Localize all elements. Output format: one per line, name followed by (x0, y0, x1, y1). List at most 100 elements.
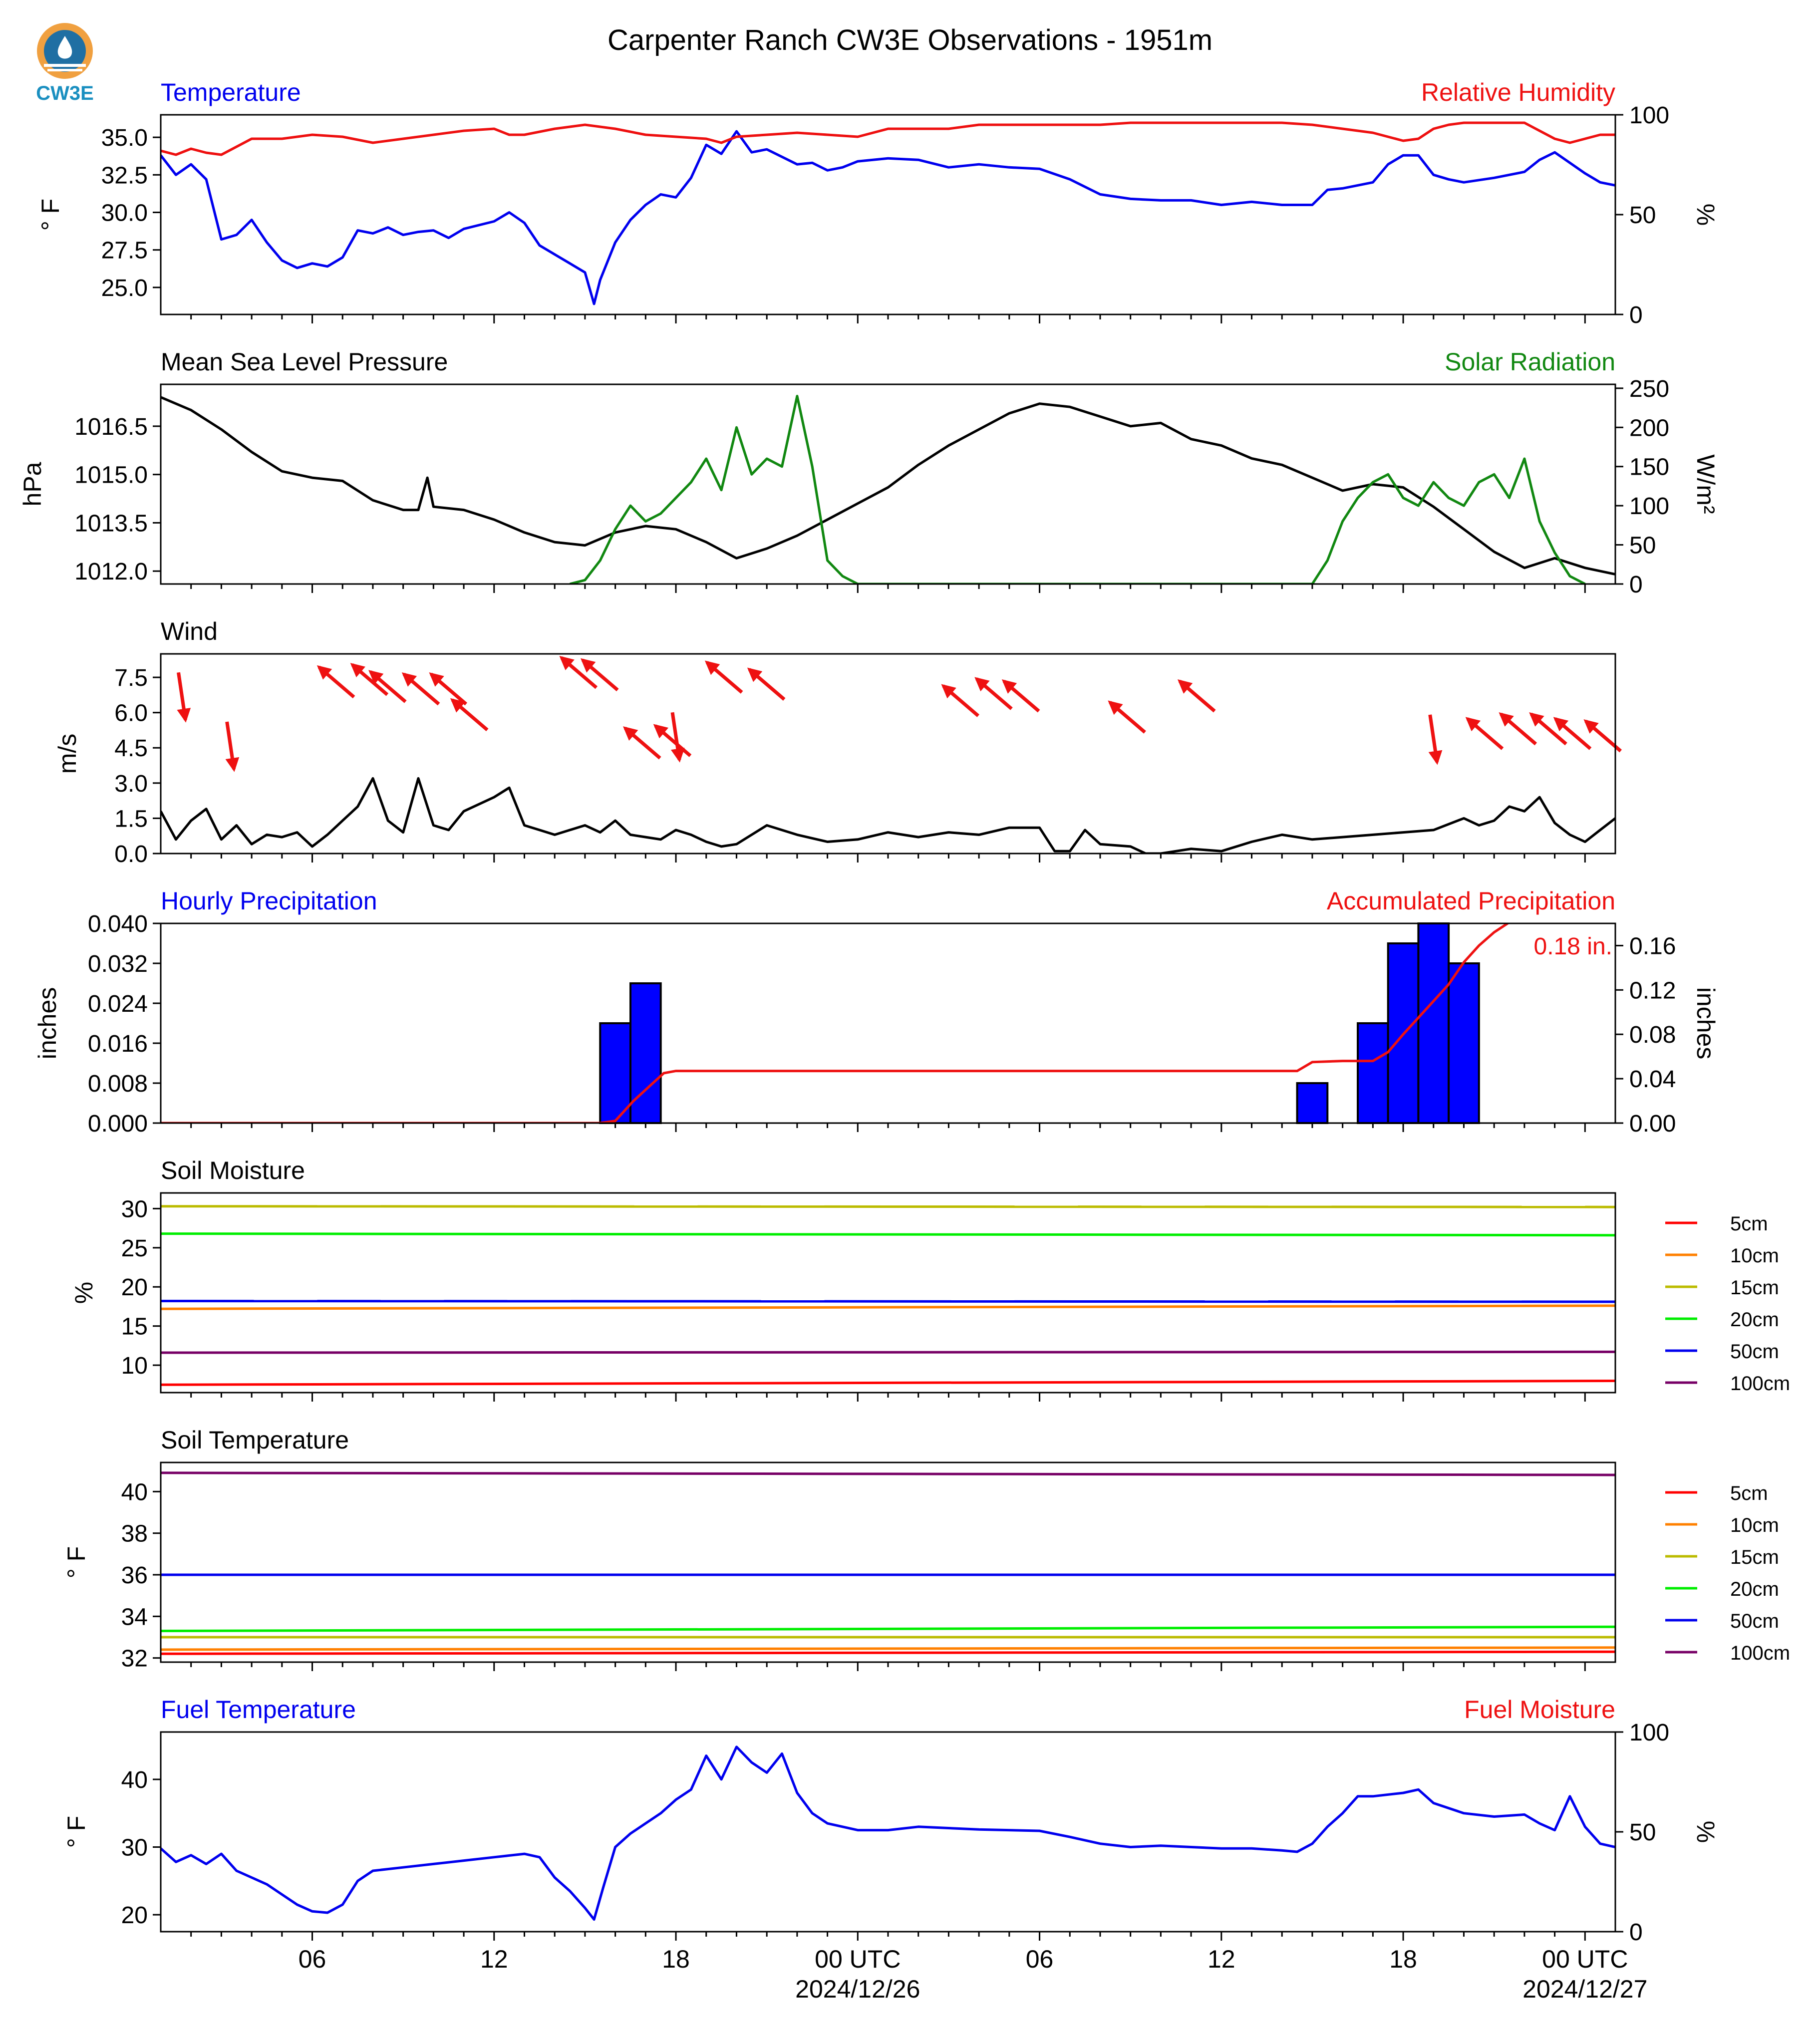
wind-arrow (1177, 679, 1216, 713)
y2-axis-label: W/m² (1692, 454, 1720, 514)
y2-tick-label: 0.12 (1629, 977, 1676, 1004)
y-tick-label: 20 (121, 1274, 148, 1301)
accumulated-total-label: 0.18 in. (1534, 933, 1612, 960)
series-line-temperature (161, 130, 1615, 305)
legend-label: 10cm (1730, 1514, 1779, 1536)
wind-arrow (450, 698, 489, 732)
series-line-fuel-temperature (161, 1745, 1615, 1921)
series-line-10cm (161, 1304, 1615, 1310)
wind-arrow (704, 660, 743, 694)
y-tick-label: 40 (121, 1767, 148, 1793)
y-axis-label: ° F (62, 1546, 90, 1578)
y-tick-label: 34 (121, 1604, 148, 1630)
legend-label: 20cm (1730, 1578, 1779, 1600)
legend-label: 15cm (1730, 1546, 1779, 1568)
y2-tick-label: 0 (1629, 1919, 1643, 1946)
y-axis-label: m/s (53, 734, 81, 774)
panel-left-title: Soil Moisture (161, 1157, 305, 1184)
wind-arrow (670, 712, 685, 763)
x-tick-label: 00 UTC (815, 1945, 901, 1973)
panel-right-title: Relative Humidity (1421, 78, 1615, 106)
wind-arrow (1529, 712, 1567, 746)
wind-arrow (429, 672, 468, 706)
series-line-solar-radiation (569, 395, 1586, 584)
figure-title: Carpenter Ranch CW3E Observations - 1951… (607, 24, 1213, 56)
y2-axis-label: % (1692, 204, 1720, 226)
y-tick-label: 6.0 (114, 700, 148, 727)
logo-text: CW3E (36, 82, 94, 104)
series-line-50cm (161, 1300, 1615, 1303)
y-tick-label: 0.000 (88, 1111, 148, 1137)
y-tick-label: 10 (121, 1353, 148, 1379)
series-line-100cm (161, 1350, 1615, 1354)
panel-right-title: Solar Radiation (1445, 348, 1615, 376)
y-tick-label: 27.5 (101, 238, 148, 264)
y-tick-label: 32 (121, 1646, 148, 1672)
y2-tick-label: 200 (1629, 415, 1669, 441)
panel-precip: Hourly Precipitation Accumulated Precipit… (33, 887, 1720, 1137)
y-tick-label: 30 (121, 1835, 148, 1861)
wind-arrow (1465, 717, 1504, 750)
y2-tick-label: 0.00 (1629, 1111, 1676, 1137)
y-tick-label: 0.024 (88, 991, 148, 1017)
panel-soil-temperature: Soil Temperature 40 38 36 34 32 ° F 5cm 10cm 15cm… (62, 1426, 1790, 1672)
panel-temp-rh: Temperature Relative Humidity 35.0 32.5 30.0… (36, 78, 1720, 328)
y2-tick-label: 100 (1629, 102, 1669, 129)
legend-label: 10cm (1730, 1245, 1779, 1267)
panel-fuel: Fuel Temperature Fuel Moisture 40 30 20 ° F 10… (62, 1696, 1720, 1946)
series-line-20cm (161, 1232, 1615, 1237)
series-group (161, 1205, 1615, 1386)
y-tick-label: 0.0 (114, 841, 148, 868)
wind-arrow (225, 721, 240, 772)
precip-bar (1296, 1082, 1329, 1124)
x-tick-label: 18 (662, 1945, 690, 1973)
x-tick-label: 06 (1026, 1945, 1054, 1973)
y2-tick-label: 0.16 (1629, 933, 1676, 959)
wind-arrow (581, 658, 619, 692)
legend-label: 100cm (1730, 1373, 1790, 1395)
y-tick-label: 40 (121, 1479, 148, 1505)
y-axis-label: % (70, 1282, 98, 1304)
series-line-5cm (161, 1380, 1615, 1386)
y2-tick-label: 0 (1629, 302, 1643, 328)
panel-right-title: Accumulated Precipitation (1327, 887, 1615, 915)
wind-arrow (653, 724, 692, 757)
wind-arrow (368, 670, 407, 703)
panel-pressure-solar: Mean Sea Level Pressure Solar Radiation 10… (18, 348, 1720, 598)
y-tick-label: 0.040 (88, 911, 148, 937)
wind-arrow (623, 726, 661, 760)
y-tick-label: 15 (121, 1314, 148, 1340)
series-line-15cm (161, 1205, 1615, 1208)
panel-wind: Wind 7.5 6.0 4.5 3.0 1.5 0.0 m/s (53, 617, 1622, 868)
y-tick-label: 1013.5 (74, 510, 148, 537)
series-line-5cm (161, 1650, 1615, 1655)
panel-right-title: Fuel Moisture (1464, 1696, 1615, 1724)
y-tick-label: 1012.0 (74, 559, 148, 585)
wind-arrow (1499, 712, 1537, 746)
y2-tick-label: 250 (1629, 376, 1669, 402)
series-line-10cm (161, 1646, 1615, 1651)
x-tick-label: 12 (480, 1945, 508, 1973)
panel-left-title: Soil Temperature (161, 1426, 349, 1454)
panel-soil-moisture: Soil Moisture3025201510%5cm10cm15cm20cm5… (70, 1157, 1790, 1402)
y2-tick-label: 100 (1629, 1720, 1669, 1746)
wind-arrow (177, 672, 191, 723)
panel-left-title: Fuel Temperature (161, 1696, 356, 1724)
series-group (161, 395, 1615, 584)
series-group (161, 1471, 1615, 1655)
panels: Temperature Relative Humidity 35.0 32.5 30.0… (18, 78, 1790, 2003)
y2-axis-label: inches (1692, 987, 1720, 1060)
series-group (161, 1745, 1615, 1921)
series-line-100cm (161, 1471, 1615, 1476)
wind-arrow (1553, 717, 1592, 750)
y-tick-label: 32.5 (101, 162, 148, 189)
series-line-wind (161, 777, 1615, 854)
wind-arrow (401, 672, 440, 706)
y-tick-label: 0.008 (88, 1071, 148, 1097)
legend-label: 5cm (1730, 1482, 1768, 1504)
y-tick-label: 1016.5 (74, 414, 148, 440)
wind-arrow (747, 667, 786, 701)
wind-arrow (1001, 679, 1040, 713)
y-tick-label: 30 (121, 1196, 148, 1222)
